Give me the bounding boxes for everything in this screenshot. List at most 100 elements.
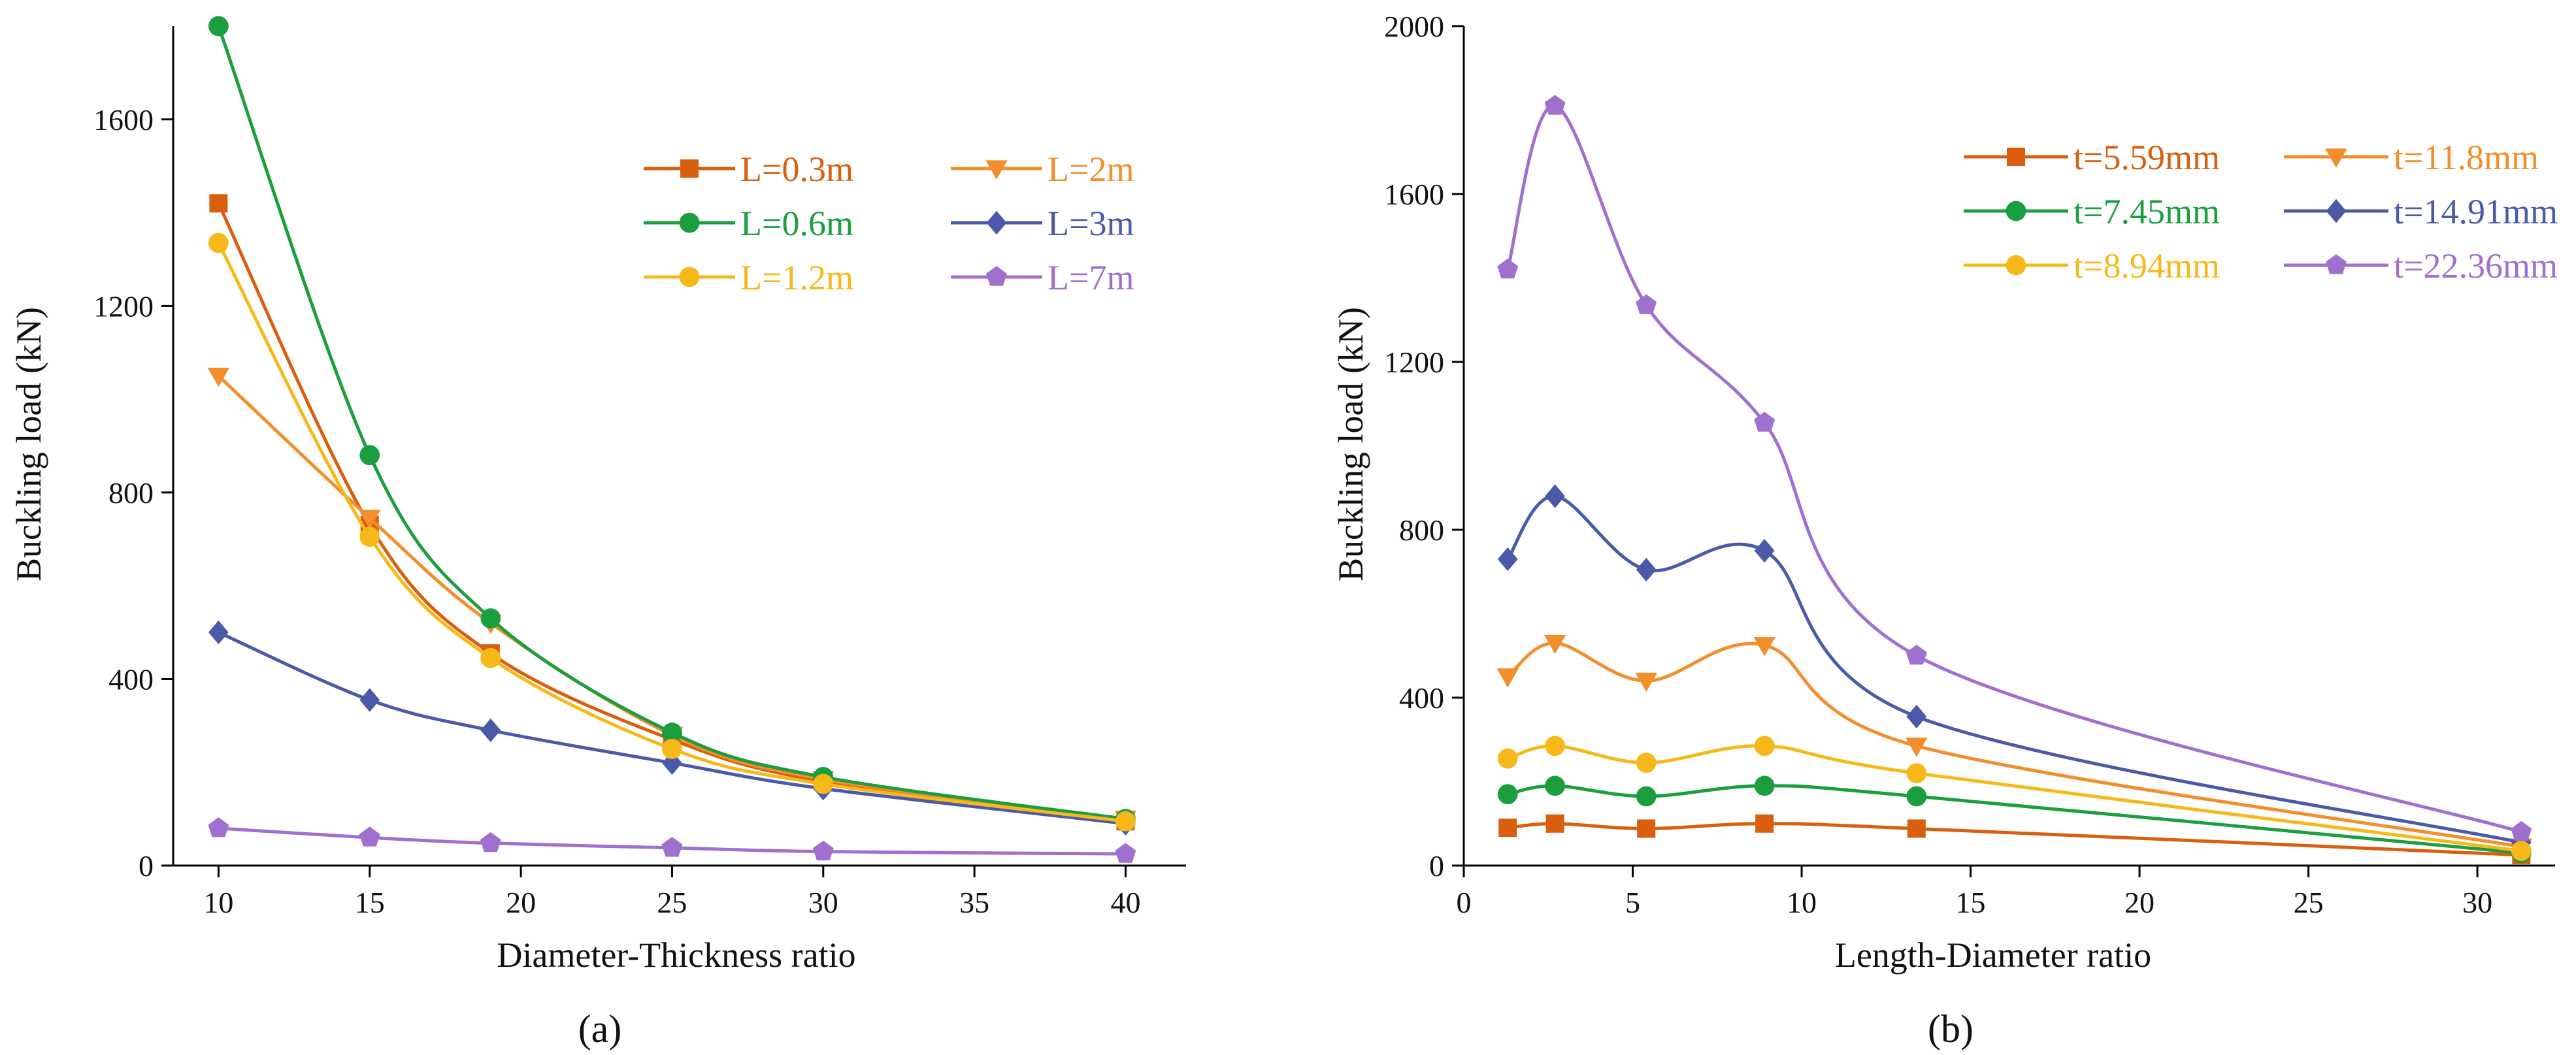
- data-point-t=14.91mm: [1497, 547, 1518, 572]
- data-point-t=22.36mm: [1636, 294, 1657, 314]
- data-point-t=7.45mm: [1754, 775, 1775, 796]
- legend-label: t=5.59mm: [2073, 138, 2220, 177]
- y-tick-label: 1200: [93, 289, 154, 323]
- x-axis-label-b: Length-Diameter ratio: [1835, 935, 2151, 975]
- legend-marker: [2326, 199, 2347, 223]
- data-point-t=5.59mm: [1498, 819, 1517, 837]
- data-point-t=22.36mm: [1497, 258, 1519, 279]
- data-point-L=1.2m: [662, 739, 682, 759]
- legend-marker: [2006, 201, 2026, 221]
- data-point-L=7m: [480, 832, 501, 852]
- legend-label: t=7.45mm: [2073, 192, 2220, 231]
- axes-b: 0 5 10 15 20 25 30 0 400 800 1200 1600 2000: [1384, 10, 2555, 919]
- data-point-t=22.36mm: [1906, 644, 1927, 665]
- data-point-t=8.94mm: [1906, 763, 1927, 784]
- legend-marker: [986, 266, 1007, 286]
- x-tick-label: 10: [203, 886, 233, 919]
- legend-entry: L=2m: [951, 150, 1134, 189]
- data-point-t=22.36mm: [1544, 95, 1566, 115]
- data-point-L=7m: [661, 837, 683, 857]
- x-tick-label: 25: [657, 886, 687, 919]
- data-point-L=1.2m: [208, 233, 229, 253]
- data-point-t=22.36mm: [2511, 820, 2532, 841]
- legend-entry: t=22.36mm: [2284, 246, 2558, 285]
- data-point-t=14.91mm: [1636, 557, 1657, 582]
- data-point-t=14.91mm: [1906, 704, 1927, 729]
- series-line-L=0.6m: [217, 25, 1126, 821]
- data-point-t=11.8mm: [1635, 672, 1657, 692]
- series-line-t=5.59mm: [1507, 822, 2522, 857]
- x-axis-label-a: Diameter-Thickness ratio: [497, 935, 855, 975]
- legend-entry: L=7m: [951, 258, 1134, 297]
- legend-marker: [679, 212, 700, 233]
- series-line-L=3m: [218, 630, 1126, 826]
- legend-marker: [985, 160, 1008, 180]
- y-axis-label-a: Buckling load (kN): [9, 307, 48, 581]
- legend-label: L=3m: [1048, 204, 1134, 243]
- legend-entry: t=8.94mm: [1964, 246, 2220, 285]
- legend-entry: L=3m: [951, 204, 1134, 243]
- data-point-L=7m: [359, 826, 380, 847]
- panel-label-b: (b): [1928, 1007, 1973, 1050]
- series-line-L=7m: [218, 826, 1126, 856]
- y-tick-label: 0: [1429, 849, 1444, 883]
- data-point-t=8.94mm: [2511, 841, 2532, 861]
- legend-label: t=11.8mm: [2394, 138, 2539, 177]
- data-point-t=8.94mm: [1636, 753, 1657, 773]
- legend-b: t=5.59mm t=11.8mm t=7.45mm t=14.91mm t=8.94m…: [1964, 138, 2558, 285]
- legend-label: L=2m: [1048, 150, 1134, 189]
- data-point-t=5.59mm: [1755, 814, 1774, 833]
- x-tick-label: 20: [2124, 886, 2155, 919]
- legend-marker: [986, 210, 1007, 235]
- legend-entry: t=14.91mm: [2284, 192, 2558, 231]
- data-point-L=1.2m: [359, 527, 380, 547]
- data-point-L=0.6m: [208, 16, 229, 37]
- data-point-L=7m: [812, 840, 834, 861]
- data-point-L=1.2m: [1115, 811, 1136, 832]
- legend-marker: [2007, 148, 2025, 166]
- series-line-L=1.2m: [217, 242, 1126, 823]
- data-point-t=7.45mm: [1906, 786, 1927, 807]
- data-point-L=1.2m: [813, 773, 834, 794]
- x-tick-label: 15: [355, 886, 385, 919]
- data-point-t=5.59mm: [1907, 819, 1926, 838]
- y-tick-label: 400: [108, 662, 154, 696]
- data-point-t=8.94mm: [1497, 748, 1518, 769]
- series-layer-b: [1496, 95, 2533, 864]
- data-point-t=14.91mm: [1754, 538, 1775, 563]
- legend-label: L=1.2m: [740, 258, 853, 297]
- x-tick-label: 30: [2462, 886, 2492, 919]
- data-point-t=5.59mm: [1637, 819, 1656, 838]
- legend-label: L=0.6m: [740, 204, 853, 243]
- y-tick-label: 400: [1399, 681, 1444, 715]
- x-tick-label: 40: [1110, 886, 1140, 919]
- x-tick-label: 20: [506, 886, 536, 919]
- y-tick-label: 1600: [93, 103, 154, 137]
- legend-label: t=8.94mm: [2073, 246, 2220, 285]
- y-tick-label: 1600: [1384, 178, 1444, 211]
- legend-marker: [2325, 148, 2347, 168]
- legend-a: L=0.3m L=2m L=0.6m L=3m L=1.2m L=7m: [644, 150, 1134, 297]
- legend-marker: [2006, 255, 2026, 276]
- y-tick-label: 0: [139, 849, 154, 883]
- legend-entry: L=0.6m: [644, 204, 853, 243]
- data-point-t=7.45mm: [1636, 786, 1657, 807]
- data-point-L=3m: [480, 718, 501, 743]
- data-point-t=11.8mm: [1753, 637, 1775, 657]
- y-tick-label: 800: [108, 476, 154, 510]
- y-tick-label: 2000: [1384, 10, 1444, 43]
- y-tick-label: 800: [1399, 513, 1444, 547]
- series-line-t=11.8mm: [1506, 641, 2522, 849]
- series-line-t=8.94mm: [1507, 744, 2522, 852]
- x-tick-label: 0: [1457, 886, 1472, 919]
- series-line-t=14.91mm: [1506, 495, 2522, 845]
- y-axis-label-b: Buckling load (kN): [1331, 307, 1370, 581]
- x-tick-label: 30: [808, 886, 838, 919]
- data-point-L=7m: [1115, 843, 1136, 863]
- legend-entry: L=0.3m: [644, 150, 853, 189]
- data-point-t=11.8mm: [1906, 738, 1928, 757]
- legend-entry: t=7.45mm: [1964, 192, 2220, 231]
- x-tick-label: 10: [1787, 886, 1817, 919]
